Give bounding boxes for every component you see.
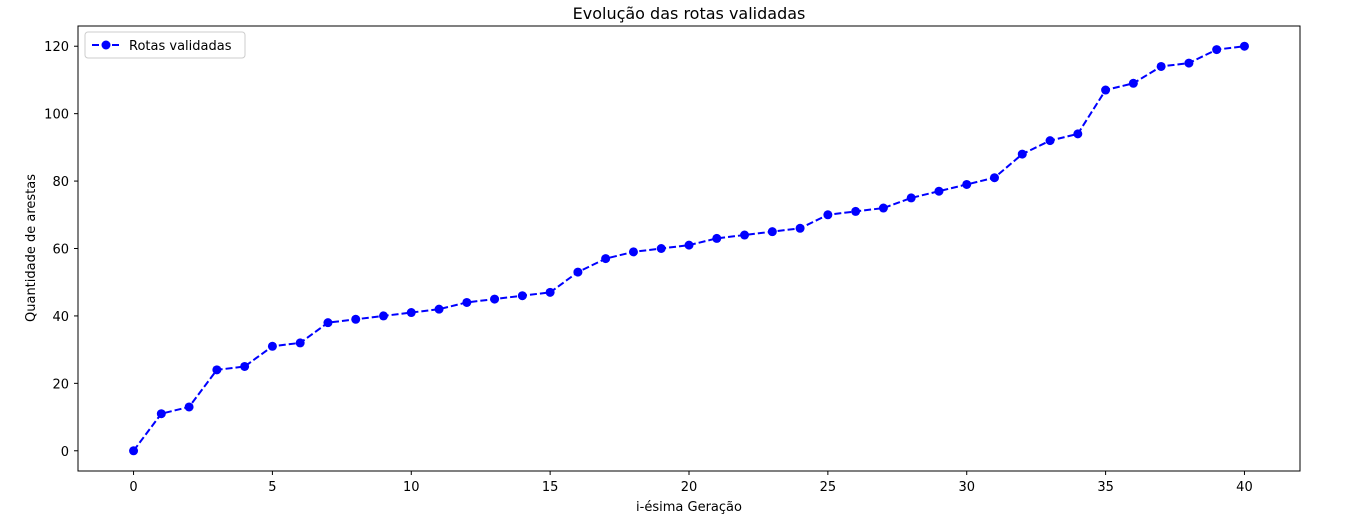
data-point (656, 244, 666, 253)
data-point (962, 179, 972, 189)
data-point (156, 409, 166, 419)
data-point (295, 338, 305, 348)
data-point (517, 291, 527, 301)
x-tick-label: 35 (1097, 480, 1114, 495)
x-tick-label: 25 (820, 480, 837, 495)
data-point (795, 223, 805, 233)
data-point (434, 304, 444, 314)
data-point (1212, 45, 1222, 55)
data-point (1073, 129, 1083, 139)
x-tick-label: 15 (542, 480, 559, 495)
data-point (823, 210, 833, 220)
x-tick-label: 20 (681, 480, 698, 495)
data-point (462, 297, 472, 307)
x-tick-label: 40 (1236, 480, 1253, 495)
y-tick-label: 20 (52, 377, 69, 392)
data-point (601, 254, 611, 264)
data-point (740, 230, 750, 240)
data-point (1156, 61, 1166, 71)
data-point (767, 227, 777, 237)
data-point (851, 206, 861, 216)
chart-title: Evolução das rotas validadas (573, 4, 806, 23)
data-point (1239, 41, 1249, 51)
y-tick-label: 100 (44, 108, 69, 123)
data-point (684, 240, 694, 250)
y-tick-label: 120 (44, 40, 69, 55)
data-point (1017, 149, 1027, 159)
data-point (545, 287, 555, 297)
x-axis-label: i-ésima Geração (636, 500, 742, 515)
data-point (490, 294, 500, 304)
legend-box (84, 31, 246, 59)
data-point (934, 186, 944, 196)
legend: Rotas validadas (84, 31, 246, 59)
x-tick-label: 0 (129, 480, 137, 495)
data-point (1184, 58, 1194, 68)
data-point (240, 361, 250, 371)
data-point (906, 193, 916, 203)
y-tick-label: 40 (52, 310, 69, 325)
series-layer (129, 41, 1249, 456)
legend-label: Rotas validadas (129, 39, 232, 54)
y-tick-label: 60 (52, 243, 69, 258)
data-point (573, 267, 583, 277)
data-point (379, 311, 388, 321)
data-point (712, 233, 722, 243)
x-tick-label: 30 (958, 480, 975, 495)
data-point (1045, 136, 1055, 146)
y-tick-label: 80 (52, 175, 69, 190)
y-tick-label: 0 (61, 445, 69, 460)
y-axis-label: Quantidade de arestas (24, 174, 39, 322)
axis-ticks: 0 5 10 15 20 25 30 35 40 0 20 40 60 80 100 120 (44, 40, 1253, 495)
x-tick-label: 5 (268, 480, 276, 495)
x-tick-label: 10 (403, 480, 420, 495)
data-point (1101, 85, 1111, 95)
data-point (1128, 78, 1138, 88)
data-point (129, 446, 139, 456)
data-point (628, 247, 638, 257)
data-point (878, 203, 888, 213)
data-point (267, 341, 277, 351)
data-point (323, 318, 333, 328)
data-point (406, 308, 416, 318)
data-point (990, 173, 999, 183)
data-point (351, 314, 361, 324)
data-point (184, 402, 194, 412)
data-point (212, 365, 222, 375)
legend-marker (101, 40, 111, 50)
